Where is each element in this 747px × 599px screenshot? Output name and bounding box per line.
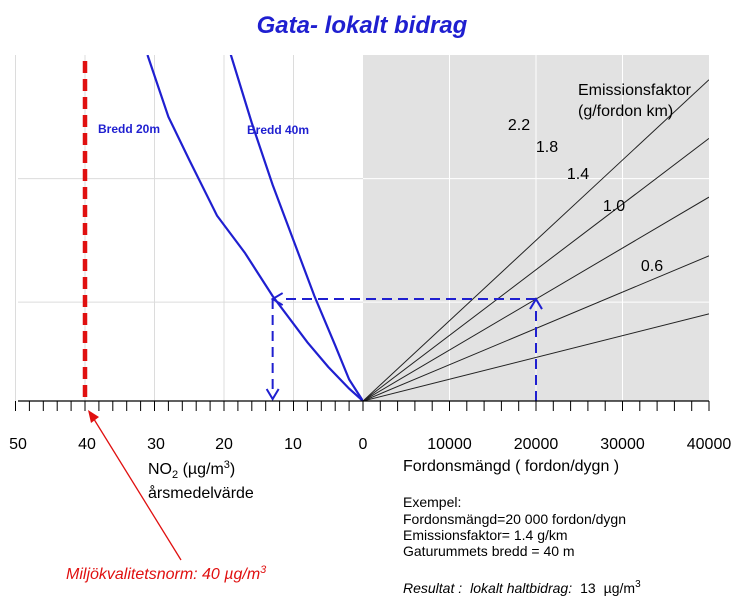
example-heading: Exempel:	[403, 494, 461, 510]
tick-label-left-30: 30	[147, 436, 165, 453]
x-axis-label-left: NO2 (µg/m3)	[148, 459, 235, 481]
emission-label-2.2: 2.2	[508, 117, 530, 134]
chart-title: Gata- lokalt bidrag	[257, 12, 468, 39]
labels: 2.2 1.8 1.4 1.0 0.6 Bredd 20m Bredd 40m 50 40 30 2…	[9, 12, 731, 596]
legend-subtitle: (g/fordon km)	[578, 103, 673, 120]
emission-label-1.0: 1.0	[603, 198, 625, 215]
tick-label-left-20: 20	[215, 436, 233, 453]
legend-title: Emissionsfaktor	[578, 82, 692, 99]
tick-label-right-10000: 10000	[427, 436, 472, 453]
norm-arrowhead	[88, 410, 99, 423]
curve-bredd-20m	[146, 55, 363, 401]
no2-curves	[82, 55, 543, 401]
emission-line-1.8	[363, 138, 709, 401]
example-line-1: Fordonsmängd=20 000 fordon/dygn	[403, 511, 626, 527]
example-line-2: Emissionsfaktor= 1.4 g/km	[403, 527, 568, 543]
tick-label-right-20000: 20000	[514, 436, 559, 453]
emission-line-2.2	[363, 79, 709, 401]
example-line-3: Gaturummets bredd = 40 m	[403, 543, 575, 559]
x-axis-label-left-line2: årsmedelvärde	[148, 484, 254, 502]
arrowhead-left	[270, 292, 284, 306]
tick-label-right-40000: 40000	[687, 436, 732, 453]
emission-line-0.6	[363, 313, 709, 401]
emission-label-0.6: 0.6	[641, 258, 663, 275]
example-result: Resultat : lokalt haltbidrag: 13 µg/m3	[403, 579, 641, 596]
curve-label-bredd-20m: Bredd 20m	[98, 122, 160, 136]
tick-label-left-50: 50	[9, 436, 27, 453]
norm-arrow	[91, 415, 182, 561]
tick-label-right-0: 0	[359, 436, 368, 453]
arrowhead-up	[529, 297, 543, 310]
curve-label-bredd-40m: Bredd 40m	[247, 123, 309, 137]
axes	[15, 400, 710, 411]
curve-bredd-40m	[229, 55, 363, 401]
tick-label-left-40: 40	[78, 436, 96, 453]
emission-label-1.8: 1.8	[536, 139, 558, 156]
emission-label-1.4: 1.4	[567, 166, 589, 183]
x-axis-label-right: Fordonsmängd ( fordon/dygn )	[403, 458, 619, 475]
tick-label-right-30000: 30000	[600, 436, 645, 453]
arrowhead-down	[265, 388, 280, 401]
norm-label: Miljökvalitetsnorm: 40 µg/m3	[66, 564, 267, 583]
tick-label-left-10: 10	[284, 436, 302, 453]
